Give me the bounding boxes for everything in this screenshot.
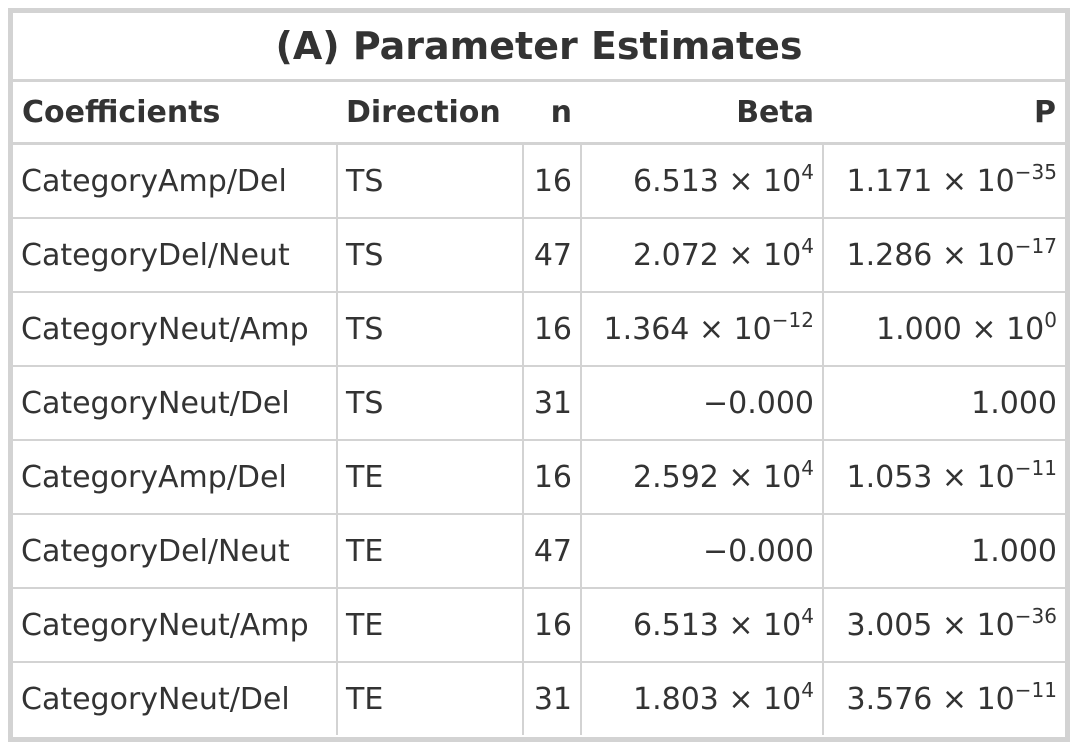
table-row: CategoryDel/Neut TE 47 −0.000 1.000 bbox=[13, 513, 1065, 588]
p-cell: 1.171 × 10−35 bbox=[822, 143, 1065, 218]
n-cell: 16 bbox=[522, 291, 581, 366]
column-header-direction: Direction bbox=[337, 82, 523, 145]
table-row: CategoryNeut/Amp TE 16 6.513 × 104 3.005 × 1… bbox=[13, 587, 1065, 662]
p-mantissa: 1.171 bbox=[846, 163, 933, 199]
beta-exponent: 4 bbox=[801, 455, 814, 480]
beta-mantissa: 6.513 bbox=[632, 607, 719, 643]
n-cell: 47 bbox=[522, 513, 581, 588]
p-exponent: −17 bbox=[1014, 233, 1057, 258]
p-exponent: −36 bbox=[1014, 603, 1057, 628]
table-row: CategoryNeut/Del TS 31 −0.000 1.000 bbox=[13, 365, 1065, 440]
beta-cell: −0.000 bbox=[580, 365, 823, 440]
table-row: CategoryDel/Neut TS 47 2.072 × 104 1.286 × 1… bbox=[13, 217, 1065, 292]
p-mantissa: 1.286 bbox=[846, 237, 933, 273]
beta-cell: 6.513 × 104 bbox=[580, 587, 823, 662]
p-mantissa: 1.000 bbox=[875, 311, 962, 347]
n-cell: 16 bbox=[522, 143, 581, 218]
p-mantissa: 3.576 bbox=[846, 681, 933, 717]
beta-cell: −0.000 bbox=[580, 513, 823, 588]
p-value: 1.000 bbox=[971, 385, 1057, 421]
p-cell: 3.005 × 10−36 bbox=[822, 587, 1065, 662]
coefficient-cell: CategoryNeut/Amp bbox=[13, 587, 337, 662]
coefficient-cell: CategoryAmp/Del bbox=[21, 163, 287, 199]
p-exponent: −35 bbox=[1014, 159, 1057, 184]
direction-cell: TE bbox=[336, 513, 523, 588]
p-value: 1.000 bbox=[971, 533, 1057, 569]
p-cell: 1.000 bbox=[822, 513, 1065, 588]
p-mantissa: 3.005 bbox=[846, 607, 933, 643]
beta-cell: 2.072 × 104 bbox=[580, 217, 823, 292]
beta-cell: 1.364 × 10−12 bbox=[580, 291, 823, 366]
coefficient-cell: CategoryNeut/Amp bbox=[13, 291, 337, 366]
direction-cell: TE bbox=[336, 587, 523, 662]
direction-cell: TE bbox=[336, 439, 523, 514]
coefficient-cell: CategoryDel/Neut bbox=[13, 513, 337, 588]
p-cell: 1.000 × 100 bbox=[822, 291, 1065, 366]
p-cell: 1.000 bbox=[822, 365, 1065, 440]
coefficient-cell: CategoryNeut/Del bbox=[13, 365, 337, 440]
table-body: CategoryAmp/Del TS 16 6.513 × 104 1.171 × 10… bbox=[13, 143, 1065, 735]
n-cell: 31 bbox=[522, 365, 581, 440]
p-exponent: −11 bbox=[1014, 677, 1057, 702]
direction-cell: TS bbox=[336, 365, 523, 440]
beta-mantissa: 6.513 bbox=[632, 163, 719, 199]
header-row: Coefficients Direction n Beta P bbox=[13, 82, 1065, 145]
beta-mantissa: 2.592 bbox=[632, 459, 719, 495]
direction-cell: TS bbox=[336, 291, 523, 366]
direction-cell: TS bbox=[336, 217, 523, 292]
p-cell: 3.576 × 10−11 bbox=[822, 661, 1065, 735]
coefficient-cell: CategoryNeut/Del bbox=[13, 661, 337, 735]
table-row: CategoryAmp/Del TS 16 6.513 × 104 1.171 × 10… bbox=[13, 143, 1065, 218]
column-header-coefficients: Coefficients bbox=[13, 82, 337, 145]
table-row: CategoryAmp/Del TE 16 2.592 × 104 1.053 × 10… bbox=[13, 439, 1065, 514]
beta-cell: 2.592 × 104 bbox=[580, 439, 823, 514]
beta-mantissa: 1.364 bbox=[603, 311, 690, 347]
beta-exponent: 4 bbox=[801, 603, 814, 628]
p-cell: 1.053 × 10−11 bbox=[822, 439, 1065, 514]
beta-mantissa: 1.803 bbox=[632, 681, 719, 717]
beta-exponent: −12 bbox=[771, 307, 814, 332]
direction-cell: TE bbox=[336, 661, 523, 735]
coefficient-cell: CategoryDel/Neut bbox=[13, 217, 337, 292]
beta-exponent: 4 bbox=[801, 677, 814, 702]
column-header-n: n bbox=[523, 82, 581, 145]
direction-cell: TS bbox=[336, 143, 523, 218]
coefficient-cell: CategoryAmp/Del bbox=[13, 439, 337, 514]
column-header-beta: Beta bbox=[581, 82, 823, 145]
beta-exponent: 4 bbox=[801, 233, 814, 258]
beta-cell: 6.513 × 104 bbox=[580, 143, 823, 218]
parameter-estimates-table: Coefficients Direction n Beta P Category… bbox=[13, 82, 1065, 735]
beta-cell: 1.803 × 104 bbox=[580, 661, 823, 735]
table-frame: (A) Parameter Estimates Coefficients Dir… bbox=[8, 8, 1070, 742]
beta-mantissa: 2.072 bbox=[632, 237, 719, 273]
beta-exponent: 4 bbox=[801, 159, 814, 184]
n-cell: 16 bbox=[522, 439, 581, 514]
n-cell: 47 bbox=[522, 217, 581, 292]
beta-value: −0.000 bbox=[702, 533, 814, 569]
p-mantissa: 1.053 bbox=[846, 459, 933, 495]
table-row: CategoryNeut/Amp TS 16 1.364 × 10−12 1.000 ×… bbox=[13, 291, 1065, 366]
p-exponent: −11 bbox=[1014, 455, 1057, 480]
table-title: (A) Parameter Estimates bbox=[13, 13, 1065, 82]
n-cell: 31 bbox=[522, 661, 581, 735]
table-row: CategoryNeut/Del TE 31 1.803 × 104 3.576 × 1… bbox=[13, 661, 1065, 735]
n-cell: 16 bbox=[522, 587, 581, 662]
p-cell: 1.286 × 10−17 bbox=[822, 217, 1065, 292]
p-exponent: 0 bbox=[1044, 307, 1057, 332]
column-header-p: P bbox=[823, 82, 1065, 145]
beta-value: −0.000 bbox=[702, 385, 814, 421]
